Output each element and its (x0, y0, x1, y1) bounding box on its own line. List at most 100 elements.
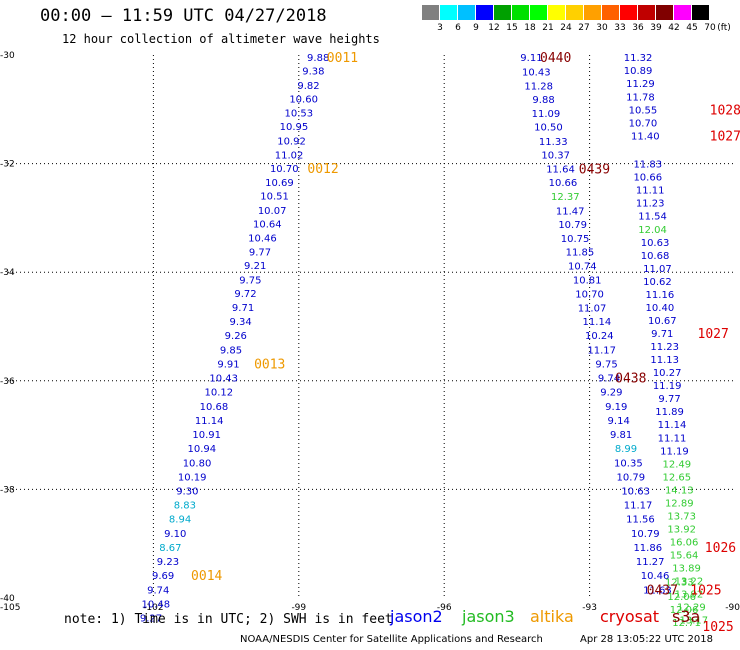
wave-height-label: 12.71 (672, 618, 701, 629)
wave-height-label: 11.54 (638, 212, 667, 223)
wave-height-label: 12.06 (667, 592, 696, 603)
wave-height-label: 10.24 (585, 331, 614, 342)
wave-height-label: 9.77 (658, 394, 680, 405)
x-tick-label: -105 (0, 603, 20, 613)
scale-swatch (584, 5, 601, 20)
wave-height-label: 11.29 (626, 79, 655, 90)
wave-height-label: 10.51 (260, 192, 289, 203)
wave-height-label: 10.43 (522, 67, 551, 78)
wave-height-label: 15.64 (670, 551, 699, 562)
pass-time-label: 1027 (698, 327, 729, 342)
wave-height-label: 10.70 (575, 289, 604, 300)
wave-height-label: 11.33 (539, 137, 568, 148)
legend-item-jason3: jason3 (462, 607, 515, 626)
wave-height-label: 10.95 (280, 122, 309, 133)
wave-height-label: 13.22 (675, 577, 704, 588)
wave-height-label: 9.88 (532, 95, 554, 106)
wave-height-label: 10.66 (633, 173, 662, 184)
scale-swatch (620, 5, 637, 20)
pass-time-label: 0438 (615, 372, 646, 387)
wave-height-label: 12.06 (670, 605, 699, 616)
y-tick-label: -40 (0, 594, 15, 604)
wave-height-label: 11.83 (633, 160, 662, 171)
wave-height-label: 11.16 (646, 290, 675, 301)
wave-height-label: 11.23 (650, 342, 679, 353)
wave-height-label: 13.92 (675, 590, 704, 601)
wave-height-label: 9.71 (651, 329, 673, 340)
pass-time-label: 0437 (647, 583, 678, 598)
wave-height-label: 9.77 (249, 248, 271, 259)
wave-height-label: 10.27 (653, 368, 682, 379)
wave-height-label: 10.62 (643, 277, 672, 288)
wave-height-label: 9.71 (232, 303, 254, 314)
wave-height-label: 10.66 (549, 178, 578, 189)
wave-height-label: 10.46 (641, 571, 670, 582)
wave-height-label: 14.13 (665, 485, 694, 496)
y-tick-label: -32 (0, 160, 15, 170)
scale-swatch (422, 5, 439, 20)
scale-label: 15 (506, 23, 518, 33)
pass-time-label: 0012 (307, 162, 338, 177)
wave-height-label: 9.69 (152, 571, 174, 582)
scale-label: 27 (578, 23, 590, 33)
wave-height-label: 10.67 (648, 316, 677, 327)
wave-height-label: 11.64 (546, 164, 575, 175)
wave-height-label: 9.91 (217, 359, 239, 370)
wave-height-label: 12.89 (665, 498, 694, 509)
wave-height-label: 9.74 (598, 374, 620, 385)
wave-height-label: 10.94 (188, 444, 217, 455)
wave-height-label: 10.35 (614, 458, 643, 469)
wave-height-label: 11.11 (658, 433, 687, 444)
wave-height-label: 11.13 (650, 355, 679, 366)
generated-timestamp: Apr 28 13:05:22 UTC 2018 (580, 634, 713, 645)
scale-label: 3 (437, 23, 443, 33)
x-tick-label: -96 (437, 603, 452, 613)
wave-height-label: 11.27 (636, 557, 665, 568)
wave-height-label: 13.17 (679, 616, 708, 627)
wave-height-label: 10.75 (561, 234, 590, 245)
wave-height-label: 10.89 (624, 66, 653, 77)
scale-swatch (674, 5, 691, 20)
wave-height-label: 16.06 (670, 538, 699, 549)
wave-height-label: 9.75 (595, 359, 617, 370)
wave-height-label: 9.34 (230, 317, 252, 328)
wave-height-label: 11.40 (631, 131, 660, 142)
x-tick-label: -99 (291, 603, 306, 613)
wave-height-label: 9.29 (600, 388, 622, 399)
y-tick-label: -30 (0, 51, 15, 61)
wave-height-label: 10.69 (265, 178, 294, 189)
scale-label: 70 (704, 23, 716, 33)
scale-swatch (548, 5, 565, 20)
scale-label: 42 (668, 23, 680, 33)
wave-height-label: 9.14 (608, 416, 630, 427)
wave-height-label: 11.11 (636, 186, 665, 197)
wave-height-label: 12.37 (551, 192, 580, 203)
scale-swatch (476, 5, 493, 20)
x-tick-label: -90 (725, 603, 740, 613)
scale-label: 36 (632, 23, 644, 33)
wave-height-label: 8.94 (169, 515, 191, 526)
pass-time-label: 1028 (710, 103, 740, 118)
wave-height-label: 9.72 (234, 289, 256, 300)
wave-height-label: 13.92 (667, 524, 696, 535)
wave-height-label: 10.68 (641, 251, 670, 262)
wave-height-label: 11.14 (658, 420, 687, 431)
wave-height-label: 11.14 (195, 416, 224, 427)
wave-height-label: 13.73 (667, 511, 696, 522)
pass-time-label: 1027 (710, 129, 740, 144)
wave-height-label: 10.19 (178, 472, 207, 483)
wave-height-label: 10.79 (558, 220, 587, 231)
wave-height-label: 11.28 (524, 81, 553, 92)
pass-time-label: 0440 (540, 51, 571, 66)
scale-swatch (566, 5, 583, 20)
scale-swatch (530, 5, 547, 20)
wave-height-label: 11.23 (636, 199, 665, 210)
wave-height-label: 8.67 (159, 543, 181, 554)
wave-height-label: 9.88 (307, 53, 329, 64)
wave-height-label: 9.26 (225, 331, 247, 342)
wave-height-label: 10.60 (289, 94, 318, 105)
scale-label: 9 (473, 23, 479, 33)
pass-time-label: 0013 (254, 357, 285, 372)
wave-height-label: 10.79 (616, 472, 645, 483)
pass-time-label: 1025 (690, 583, 721, 598)
